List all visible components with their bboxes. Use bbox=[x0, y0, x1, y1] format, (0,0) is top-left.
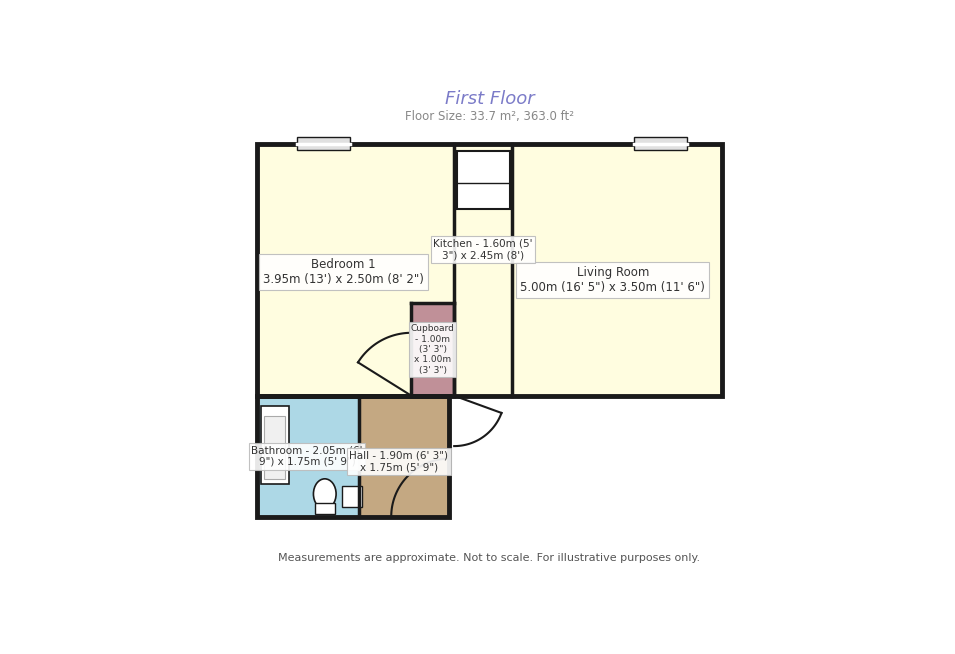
Text: Cupboard
- 1.00m
(3' 3")
x 1.00m
(3' 3"): Cupboard - 1.00m (3' 3") x 1.00m (3' 3") bbox=[411, 324, 455, 375]
Text: Bedroom 1
3.95m (13') x 2.50m (8' 2"): Bedroom 1 3.95m (13') x 2.50m (8' 2") bbox=[263, 258, 424, 286]
Text: Floor Size: 33.7 m², 363.0 ft²: Floor Size: 33.7 m², 363.0 ft² bbox=[405, 111, 574, 123]
Bar bbox=[257, 396, 449, 517]
Bar bbox=[261, 405, 288, 484]
Bar bbox=[412, 303, 455, 396]
Text: Kitchen - 1.60m (5'
3") x 2.45m (8'): Kitchen - 1.60m (5' 3") x 2.45m (8') bbox=[434, 239, 533, 260]
Bar bbox=[264, 416, 286, 479]
Bar bbox=[343, 487, 362, 507]
Bar bbox=[358, 396, 449, 517]
Text: Hall - 1.90m (6' 3")
x 1.75m (5' 9"): Hall - 1.90m (6' 3") x 1.75m (5' 9") bbox=[350, 451, 448, 472]
Bar bbox=[257, 144, 722, 396]
Ellipse shape bbox=[313, 479, 336, 509]
Text: First Floor: First Floor bbox=[445, 90, 534, 108]
Bar bbox=[315, 503, 335, 514]
Bar bbox=[455, 144, 512, 396]
Text: Living Room
5.00m (16' 5") x 3.50m (11' 6"): Living Room 5.00m (16' 5") x 3.50m (11' … bbox=[520, 266, 705, 294]
Bar bbox=[257, 396, 358, 517]
Bar bbox=[456, 152, 510, 209]
Text: Measurements are approximate. Not to scale. For illustrative purposes only.: Measurements are approximate. Not to sca… bbox=[278, 553, 701, 563]
Bar bbox=[512, 144, 722, 396]
Bar bbox=[257, 144, 455, 396]
Text: Bathroom - 2.05m (6'
9") x 1.75m (5' 9"): Bathroom - 2.05m (6' 9") x 1.75m (5' 9") bbox=[251, 445, 363, 467]
Bar bbox=[297, 137, 350, 150]
Bar bbox=[634, 137, 687, 150]
